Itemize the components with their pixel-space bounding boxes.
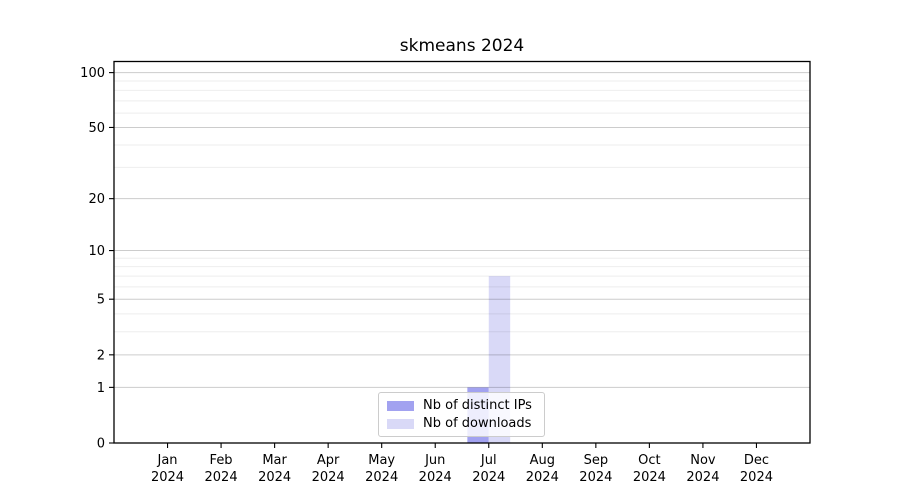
x-tick-label-month: Nov: [690, 453, 716, 468]
legend-swatch-downloads: [387, 418, 414, 429]
y-tick-label: 5: [97, 293, 105, 308]
x-tick-label-month: Jan: [157, 453, 178, 468]
y-tick-label: 50: [88, 121, 105, 136]
y-tick-label: 2: [97, 348, 105, 363]
x-tick-label-month: Sep: [584, 453, 609, 468]
x-tick-label-month: Jun: [424, 453, 445, 468]
x-tick-label-month: May: [368, 453, 395, 468]
plot-border: [113, 60, 811, 444]
y-tick-label: 0: [97, 437, 105, 452]
legend-label-distinct-ips: Nb of distinct IPs: [423, 398, 532, 413]
x-tick-label-year: 2024: [579, 470, 612, 485]
x-tick-label-month: Jul: [480, 453, 497, 468]
y-tick-label: 20: [88, 192, 105, 207]
x-tick-label-year: 2024: [205, 470, 238, 485]
x-tick-label-year: 2024: [633, 470, 666, 485]
x-tick-label-month: Mar: [262, 453, 287, 468]
x-tick-label-month: Dec: [744, 453, 769, 468]
legend-swatch-distinct-ips: [387, 400, 414, 411]
chart-legend: Nb of distinct IPs Nb of downloads: [378, 392, 545, 437]
x-tick-label-month: Feb: [210, 453, 233, 468]
legend-item-downloads: Nb of downloads: [387, 416, 534, 431]
x-tick-label-year: 2024: [419, 470, 452, 485]
x-tick-label-month: Aug: [530, 453, 555, 468]
x-tick-label-month: Oct: [638, 453, 660, 468]
y-tick-label: 100: [80, 66, 105, 81]
x-tick-label-year: 2024: [312, 470, 345, 485]
y-tick-label: 1: [97, 381, 105, 396]
x-tick-label-year: 2024: [686, 470, 719, 485]
legend-label-downloads: Nb of downloads: [423, 416, 532, 431]
x-tick-label-year: 2024: [526, 470, 559, 485]
x-tick-label-year: 2024: [258, 470, 291, 485]
x-tick-label-month: Apr: [317, 453, 340, 468]
chart-title: skmeans 2024: [399, 36, 525, 56]
legend-item-distinct-ips: Nb of distinct IPs: [387, 398, 534, 413]
x-tick-label-year: 2024: [740, 470, 773, 485]
x-tick-label-year: 2024: [472, 470, 505, 485]
x-tick-label-year: 2024: [365, 470, 398, 485]
x-tick-label-year: 2024: [151, 470, 184, 485]
y-tick-label: 10: [88, 244, 105, 259]
